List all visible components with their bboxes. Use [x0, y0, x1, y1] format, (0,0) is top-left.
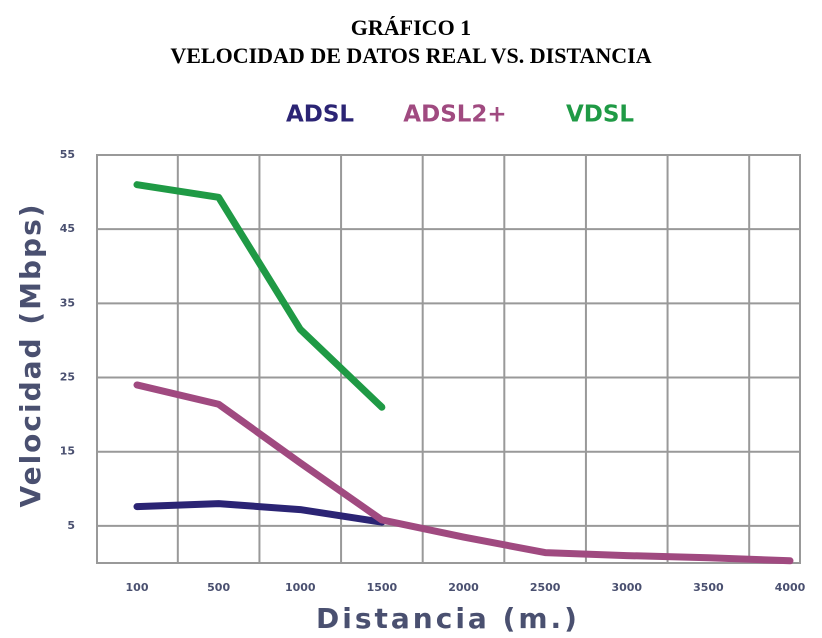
chart-title: GRÁFICO 1: [351, 15, 471, 40]
y-tick-label: 5: [67, 519, 75, 532]
y-tick-label: 35: [60, 296, 75, 309]
series-line: [133, 381, 794, 565]
y-tick-label: 45: [60, 222, 75, 235]
x-tick-label: 2000: [448, 581, 479, 594]
x-tick-label: 500: [207, 581, 230, 594]
y-tick-label: 25: [60, 371, 75, 384]
x-tick-label: 100: [126, 581, 149, 594]
y-tick-label: 15: [60, 445, 75, 458]
x-tick-label: 1000: [285, 581, 316, 594]
x-axis-label: Distancia (m.): [316, 602, 580, 635]
legend-label: ADSL: [286, 102, 354, 128]
x-tick-label: 1500: [367, 581, 398, 594]
x-tick-label: 2500: [530, 581, 561, 594]
chart-subtitle: VELOCIDAD DE DATOS REAL VS. DISTANCIA: [170, 43, 651, 68]
y-axis-label: Velocidad (Mbps): [14, 202, 47, 507]
legend-label: VDSL: [566, 102, 634, 128]
x-tick-label: 4000: [775, 581, 806, 594]
legend-label: ADSL2+: [403, 102, 506, 128]
y-tick-label: 55: [60, 148, 75, 161]
x-tick-label: 3500: [693, 581, 724, 594]
series-line: [133, 181, 386, 411]
series-line: [133, 500, 386, 526]
x-tick-label: 3000: [611, 581, 642, 594]
